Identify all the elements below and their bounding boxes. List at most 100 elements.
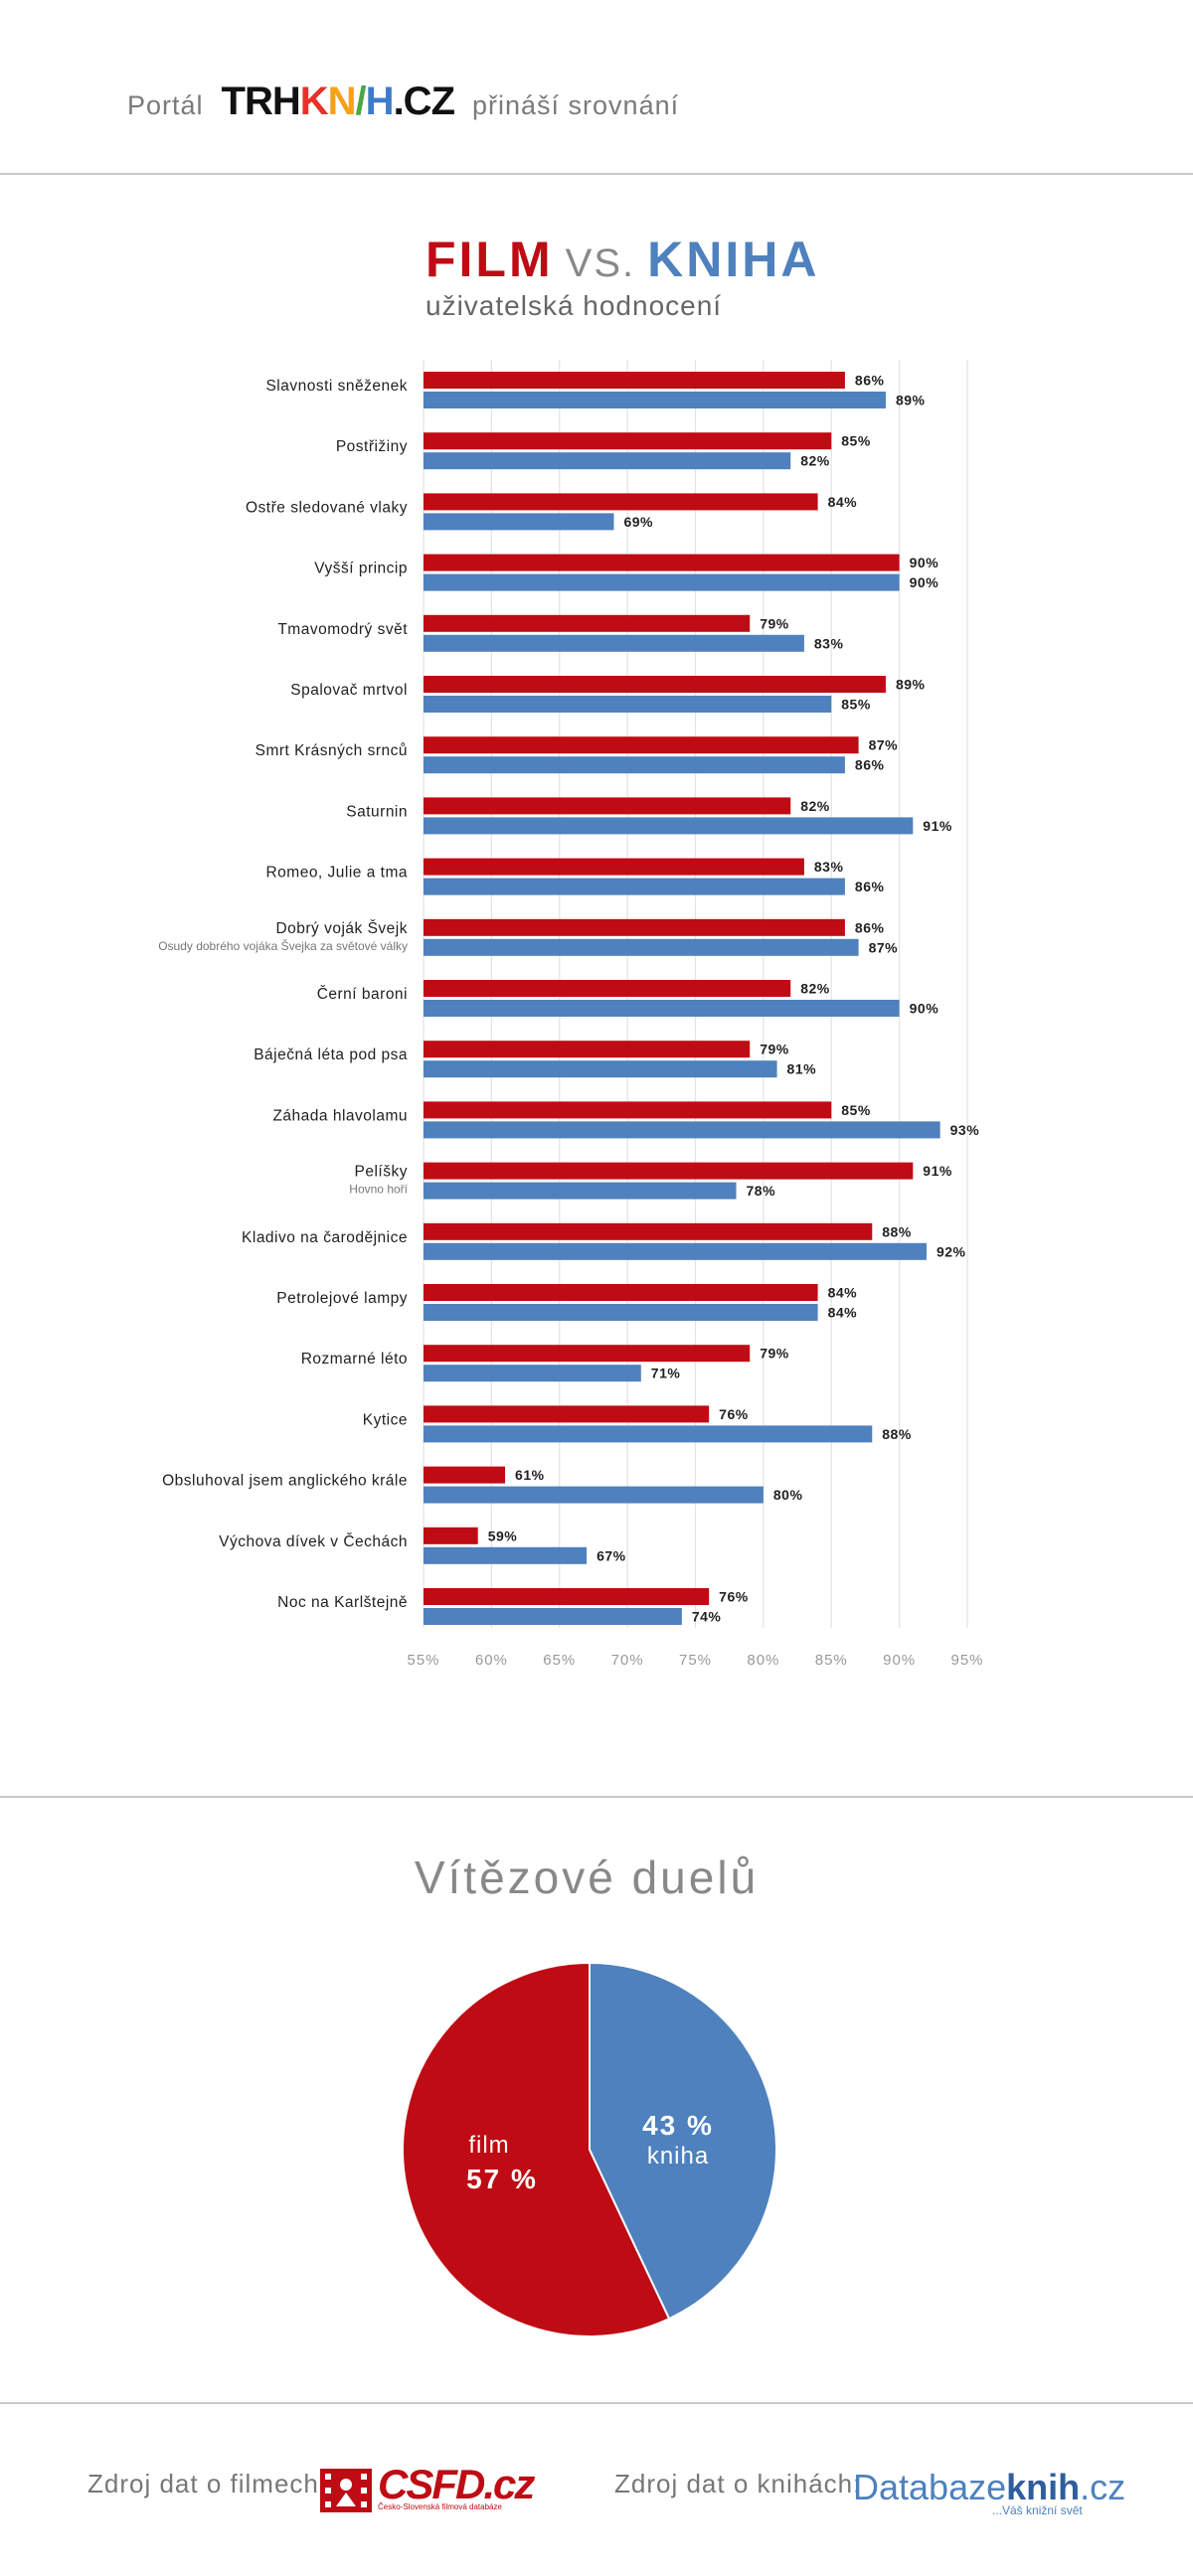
bar-value-label: 82% [800,981,830,997]
category-label: Obsluhoval jsem anglického krále [162,1473,408,1490]
brand-part-3: / [355,80,367,123]
bar-value-label: 61% [515,1467,545,1483]
film-bar [424,676,886,693]
bar-value-label: 83% [814,635,844,651]
csfd-tagline: Česko-Slovenská filmová databáze [378,2502,502,2511]
x-tick-label: 90% [883,1652,916,1669]
bar-value-label: 91% [923,1163,952,1179]
film-bar [424,1466,506,1484]
bar-value-label: 78% [747,1183,776,1199]
bar-value-label: 87% [869,939,899,955]
bar-value-label: 86% [855,757,885,773]
x-tick-label: 55% [407,1652,439,1669]
kniha-bar [424,1304,818,1321]
category-label: Tmavomodrý svět [277,621,408,638]
footer [0,2402,1193,2576]
bar-value-label: 69% [623,514,653,530]
bar-value-label: 76% [719,1406,749,1422]
film-bar [424,493,818,511]
kniha-bar [424,878,845,895]
section-divider [0,1796,1193,1798]
brand-part-1: K [299,80,329,123]
pie-slice-kniha [589,1961,777,2321]
kniha-bar [424,573,900,591]
pie-value-kniha: 43 % [642,2110,714,2141]
category-label: Saturnin [346,803,408,820]
x-tick-label: 60% [475,1652,508,1669]
kniha-bar [424,1182,737,1200]
film-bar [424,736,859,754]
bar-value-label: 90% [910,555,939,570]
bar-value-label: 88% [882,1426,912,1442]
category-label: Výchova dívek v Čechách [219,1533,408,1550]
bar-value-label: 86% [855,919,885,935]
kniha-bar [424,756,845,774]
category-label: Ostře sledované vlaky [246,499,408,516]
film-bar [424,1101,832,1119]
bar-chart: 55% 60% 65% 70% 75% 80% 85% 90% 95% Slavnosti sně… [158,360,983,1669]
category-label: Romeo, Julie a tma [265,865,408,882]
kniha-bar [424,1000,900,1017]
category-label: Rozmarné léto [301,1351,408,1368]
kniha-bar [424,1060,777,1078]
kniha-bar [424,1486,764,1504]
header-row: Portál TRHKN/H.CZ přináší srovnání [127,80,679,124]
brand-part-2: N [327,80,357,123]
film-bar [424,432,832,450]
film-bar [424,1284,818,1301]
category-label: Postřižiny [336,438,408,455]
x-tick-label: 70% [611,1652,644,1669]
dbk-logo-part-c: .cz [1080,2467,1126,2507]
databazeknih-tagline: ...Váš knižní svět [992,2503,1083,2517]
category-label: Pelíšky [355,1164,408,1181]
bar-value-label: 93% [950,1122,980,1138]
dbk-logo-part-a: Databaze [853,2467,1007,2507]
bar-value-label: 82% [800,453,830,469]
bar-value-label: 84% [828,1285,858,1301]
bar-value-label: 59% [488,1528,518,1543]
bar-value-label: 84% [828,494,858,510]
kniha-bar [424,1365,641,1382]
title-film: FILM [426,232,554,287]
brand-logo[interactable]: TRHKN/H.CZ [222,80,455,124]
bar-value-label: 83% [814,859,844,875]
bar-value-label: 76% [719,1589,749,1605]
bar-value-label: 71% [651,1366,681,1381]
film-source-label: Zdroj dat o filmech: [87,2469,328,2498]
bar-value-label: 91% [923,818,952,834]
bar-value-label: 92% [937,1243,966,1259]
kniha-bar [424,452,791,470]
kniha-bar [424,1546,588,1564]
film-bar [424,980,791,997]
category-label: Báječná léta pod psa [254,1046,408,1063]
bar-value-label: 80% [773,1487,803,1503]
category-label: Černí baroni [317,986,408,1003]
kniha-bar [424,696,832,713]
category-label: Smrt Krásných srnců [256,742,408,759]
csfd-logo-icon[interactable] [320,2465,514,2516]
x-tick-label: 75% [679,1652,712,1669]
bar-value-label: 90% [910,1001,939,1017]
bar-value-label: 85% [841,697,871,713]
bar-value-label: 85% [841,1102,871,1118]
bar-value-label: 87% [869,737,899,753]
brand-part-5: .CZ [393,80,455,123]
chart-title-block: FILM VS. KNIHA uživatelská hodnocení [426,231,819,322]
bar-value-label: 86% [855,879,885,894]
bar-value-label: 79% [760,1346,789,1362]
bar-value-label: 82% [800,798,830,814]
bar-value-label: 79% [760,1042,789,1057]
bar-value-label: 79% [760,615,789,631]
pie-slice-film [402,1961,671,2337]
pie-chart: 43 %kniha film 57 % [402,1961,777,2337]
category-label: Vyšší princip [314,561,408,577]
dbk-logo-part-b: knih [1006,2467,1081,2507]
category-label: Dobrý voják Švejk [275,920,408,937]
bar-value-label: 67% [596,1547,626,1563]
kniha-bar [424,634,804,652]
databazeknih-logo[interactable]: Databazeknih.cz [853,2467,1125,2508]
kniha-bar [424,1608,682,1625]
category-label: Spalovač mrtvol [290,682,408,699]
category-label: Záhada hlavolamu [272,1107,408,1124]
header: Portál TRHKN/H.CZ přináší srovnání [0,0,1193,175]
